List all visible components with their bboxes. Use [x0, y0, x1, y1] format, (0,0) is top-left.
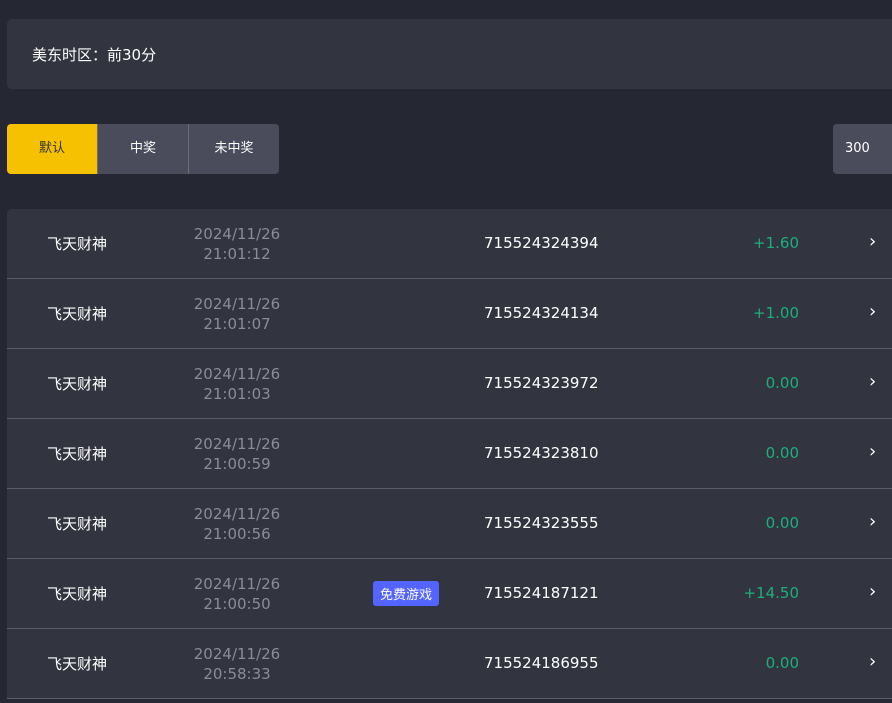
- list-item[interactable]: 飞天财神 2024/11/26 20:58:33 715524186955 0.0…: [7, 629, 892, 699]
- date: 2024/11/26: [193, 575, 281, 593]
- list-item[interactable]: 飞天财神 2024/11/26 21:01:07 715524324134 +1.…: [7, 279, 892, 349]
- game-name: 飞天财神: [47, 515, 108, 533]
- win-amount: 0.00: [765, 444, 799, 462]
- tab-no-win[interactable]: 未中奖: [188, 124, 279, 174]
- round-id: 715524323810: [484, 444, 599, 462]
- time: 20:58:33: [203, 665, 271, 683]
- time: 21:01:07: [203, 315, 271, 333]
- game-name: 飞天财神: [47, 585, 108, 603]
- game-name: 飞天财神: [47, 305, 108, 323]
- round-id: 715524186955: [484, 654, 599, 672]
- round-id: 715524324134: [484, 304, 599, 322]
- round-id: 715524323555: [484, 514, 599, 532]
- timezone-label: 美东时区：前30分: [32, 46, 157, 64]
- list-item[interactable]: 飞天财神 2024/11/26 21:00:59 715524323810 0.0…: [7, 419, 892, 489]
- game-name: 飞天财神: [47, 655, 108, 673]
- time: 21:00:50: [203, 595, 271, 613]
- timestamp: 2024/11/26 20:58:33: [187, 644, 287, 684]
- timezone-bar[interactable]: 美东时区：前30分: [7, 19, 892, 89]
- tab-default[interactable]: 默认: [7, 124, 97, 174]
- date: 2024/11/26: [193, 365, 281, 383]
- list-item[interactable]: 飞天财神 2024/11/26 21:01:12 715524324394 +1.…: [7, 209, 892, 279]
- page-size-select[interactable]: 300: [833, 124, 892, 174]
- chevron-right-icon[interactable]: ›: [869, 371, 877, 392]
- tab-win[interactable]: 中奖: [97, 124, 188, 174]
- chevron-right-icon[interactable]: ›: [869, 231, 877, 252]
- game-name: 飞天财神: [47, 235, 108, 253]
- date: 2024/11/26: [193, 505, 281, 523]
- time: 21:01:12: [203, 245, 271, 263]
- date: 2024/11/26: [193, 645, 281, 663]
- chevron-right-icon[interactable]: ›: [869, 581, 877, 602]
- chevron-right-icon[interactable]: ›: [869, 651, 877, 672]
- list-item[interactable]: 飞天财神 2024/11/26 21:00:50 免费游戏 71552418712…: [7, 559, 892, 629]
- chevron-right-icon[interactable]: ›: [869, 511, 877, 532]
- timestamp: 2024/11/26 21:01:07: [187, 294, 287, 334]
- date: 2024/11/26: [193, 295, 281, 313]
- win-amount: 0.00: [765, 374, 799, 392]
- time: 21:00:56: [203, 525, 271, 543]
- list-item[interactable]: 飞天财神 2024/11/26 21:00:56 715524323555 0.0…: [7, 489, 892, 559]
- game-name: 飞天财神: [47, 445, 108, 463]
- game-name: 飞天财神: [47, 375, 108, 393]
- timestamp: 2024/11/26 21:00:59: [187, 434, 287, 474]
- win-amount: +1.00: [753, 304, 799, 322]
- win-amount: 0.00: [765, 654, 799, 672]
- filter-tabs: 默认 中奖 未中奖: [7, 124, 279, 174]
- chevron-right-icon[interactable]: ›: [869, 301, 877, 322]
- timestamp: 2024/11/26 21:00:50: [187, 574, 287, 614]
- date: 2024/11/26: [193, 435, 281, 453]
- round-id: 715524324394: [484, 234, 599, 252]
- timestamp: 2024/11/26 21:01:03: [187, 364, 287, 404]
- date: 2024/11/26: [193, 225, 281, 243]
- free-game-badge: 免费游戏: [373, 581, 440, 606]
- win-amount: 0.00: [765, 514, 799, 532]
- time: 21:00:59: [203, 455, 271, 473]
- timestamp: 2024/11/26 21:00:56: [187, 504, 287, 544]
- record-list: 飞天财神 2024/11/26 21:01:12 715524324394 +1.…: [7, 209, 892, 699]
- chevron-right-icon[interactable]: ›: [869, 441, 877, 462]
- win-amount: +14.50: [743, 584, 799, 602]
- round-id: 715524187121: [484, 584, 599, 602]
- timestamp: 2024/11/26 21:01:12: [187, 224, 287, 264]
- time: 21:01:03: [203, 385, 271, 403]
- round-id: 715524323972: [484, 374, 599, 392]
- list-item[interactable]: 飞天财神 2024/11/26 21:01:03 715524323972 0.0…: [7, 349, 892, 419]
- win-amount: +1.60: [753, 234, 799, 252]
